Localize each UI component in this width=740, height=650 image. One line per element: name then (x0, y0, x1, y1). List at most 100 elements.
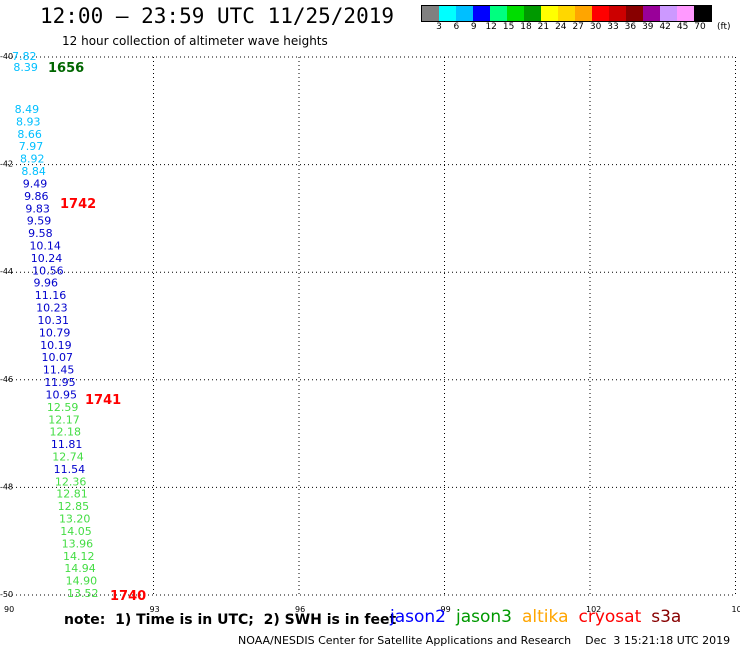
legend-swatch-14 (660, 6, 677, 21)
legend-swatch-4 (490, 6, 507, 21)
swh-value: 9.49 (23, 177, 47, 190)
swh-value: 14.12 (63, 550, 95, 563)
pass-times: 1656 1742 1741 1740 (48, 61, 146, 604)
swh-value: 8.84 (21, 165, 46, 178)
pass-time-label: 1742 (60, 197, 96, 212)
swh-value: 10.14 (29, 240, 61, 253)
swh-value: 9.59 (27, 215, 51, 228)
legend-label-12: 12 (485, 22, 497, 32)
swh-value: 10.79 (39, 326, 71, 339)
legend-swatch-15 (677, 6, 694, 21)
swh-value: 10.95 (46, 388, 78, 401)
legend-units: (ft) (717, 22, 731, 32)
legend-label-36: 36 (624, 22, 637, 32)
legend-swatch-7 (541, 6, 558, 21)
legend-swatch-3 (473, 6, 490, 21)
swh-value: 14.05 (60, 525, 91, 538)
swh-value: 12.17 (48, 413, 80, 426)
legend-swatch-9 (575, 6, 592, 21)
lon-label: 93 (150, 605, 160, 614)
legend-swatch-8 (558, 6, 575, 21)
legend-label-70: 70 (694, 22, 706, 32)
legend-label-39: 39 (642, 22, 654, 32)
swh-value: 12.59 (47, 401, 79, 414)
lat-label: -40 (0, 52, 13, 61)
legend-label-27: 27 (572, 22, 584, 32)
map-grid (8, 56, 736, 596)
lon-label: 99 (441, 605, 451, 614)
lon-label: 96 (295, 605, 305, 614)
footer-note: note: 1) Time is in UTC; 2) SWH is in fe… (64, 612, 397, 628)
swh-value: 8.93 (16, 115, 41, 128)
swh-value: 11.81 (51, 438, 82, 451)
legend-swatch-13 (643, 6, 660, 21)
swh-value: 11.45 (43, 364, 74, 377)
swh-value: 8.66 (17, 128, 41, 141)
legend-label-15: 15 (502, 22, 515, 32)
mission-jason2: jason2 (390, 607, 446, 627)
map-subtitle: 12 hour collection of altimeter wave hei… (62, 34, 328, 48)
swh-value: 8.49 (15, 103, 40, 116)
swh-value: 11.95 (44, 376, 76, 389)
swh-value: 8.92 (20, 153, 45, 166)
swh-value: 10.31 (37, 314, 69, 327)
pass-time-label: 1656 (48, 61, 84, 76)
mission-legend: jason2 jason3 altika cryosat s3a (390, 607, 691, 627)
swh-value: 11.16 (35, 289, 67, 302)
swh-value: 8.39 (13, 61, 37, 74)
swh-value: 7.82 (12, 50, 37, 63)
swh-value: 12.18 (50, 426, 82, 439)
legend-label-45: 45 (676, 22, 689, 32)
legend-swatch-2 (456, 6, 473, 21)
wave-height-color-legend (421, 5, 712, 22)
lat-label: -42 (0, 160, 13, 169)
legend-label-21: 21 (537, 22, 550, 32)
wave-height-observations: 7.828.39 8.498.938.667.978.928.849.499.86… (12, 50, 99, 600)
legend-label-33: 33 (607, 22, 619, 32)
swh-value: 9.58 (28, 227, 53, 240)
lat-label: -48 (0, 482, 13, 491)
swh-value: 10.24 (31, 252, 63, 265)
footer-credit: NOAA/NESDIS Center for Satellite Applica… (238, 634, 731, 647)
swh-value: 12.36 (55, 475, 87, 488)
swh-value: 10.56 (32, 264, 64, 277)
legend-swatch-0 (422, 6, 439, 21)
legend-labels: 3 6 9 12 15 18 21 24 27 30 33 36 39 42 45 70 (421, 22, 740, 34)
legend-swatch-16 (694, 6, 711, 21)
legend-label-30: 30 (589, 22, 602, 32)
swh-value: 9.96 (33, 277, 58, 290)
swh-value: 12.74 (52, 450, 84, 463)
swh-value: 7.97 (19, 140, 44, 153)
pass-time-label: 1741 (85, 393, 121, 408)
swh-value: 14.90 (66, 575, 98, 588)
swh-value: 10.23 (36, 302, 68, 315)
legend-label-9: 9 (470, 22, 477, 32)
swh-value: 9.86 (24, 190, 49, 203)
lat-label: -46 (0, 375, 13, 384)
legend-label-3: 3 (436, 22, 442, 32)
legend-swatch-5 (507, 6, 524, 21)
legend-swatch-1 (439, 6, 456, 21)
swh-value: 10.19 (40, 339, 72, 352)
legend-swatch-12 (626, 6, 643, 21)
mission-jason3: jason3 (456, 607, 512, 627)
legend-label-24: 24 (555, 22, 567, 32)
mission-altika: altika (522, 607, 569, 627)
swh-value: 9.83 (25, 202, 50, 215)
swh-value: 13.20 (59, 513, 91, 526)
legend-swatch-10 (592, 6, 609, 21)
legend-label-42: 42 (659, 22, 671, 32)
legend-swatch-6 (524, 6, 541, 21)
mission-s3a: s3a (651, 607, 682, 627)
lon-label: 90 (4, 605, 14, 614)
axis-labels: 90 93 96 99 102 105 -40 -42 -44 -46 -48 -50 (0, 52, 740, 614)
swh-value: 11.54 (54, 463, 86, 476)
legend-label-18: 18 (520, 22, 532, 32)
swh-value: 14.94 (64, 562, 96, 575)
swh-value: 12.81 (56, 488, 88, 501)
lat-label: -44 (0, 267, 13, 276)
lon-label: 102 (586, 605, 601, 614)
legend-label-6: 6 (453, 22, 460, 32)
pass-time-label: 1740 (110, 589, 146, 604)
